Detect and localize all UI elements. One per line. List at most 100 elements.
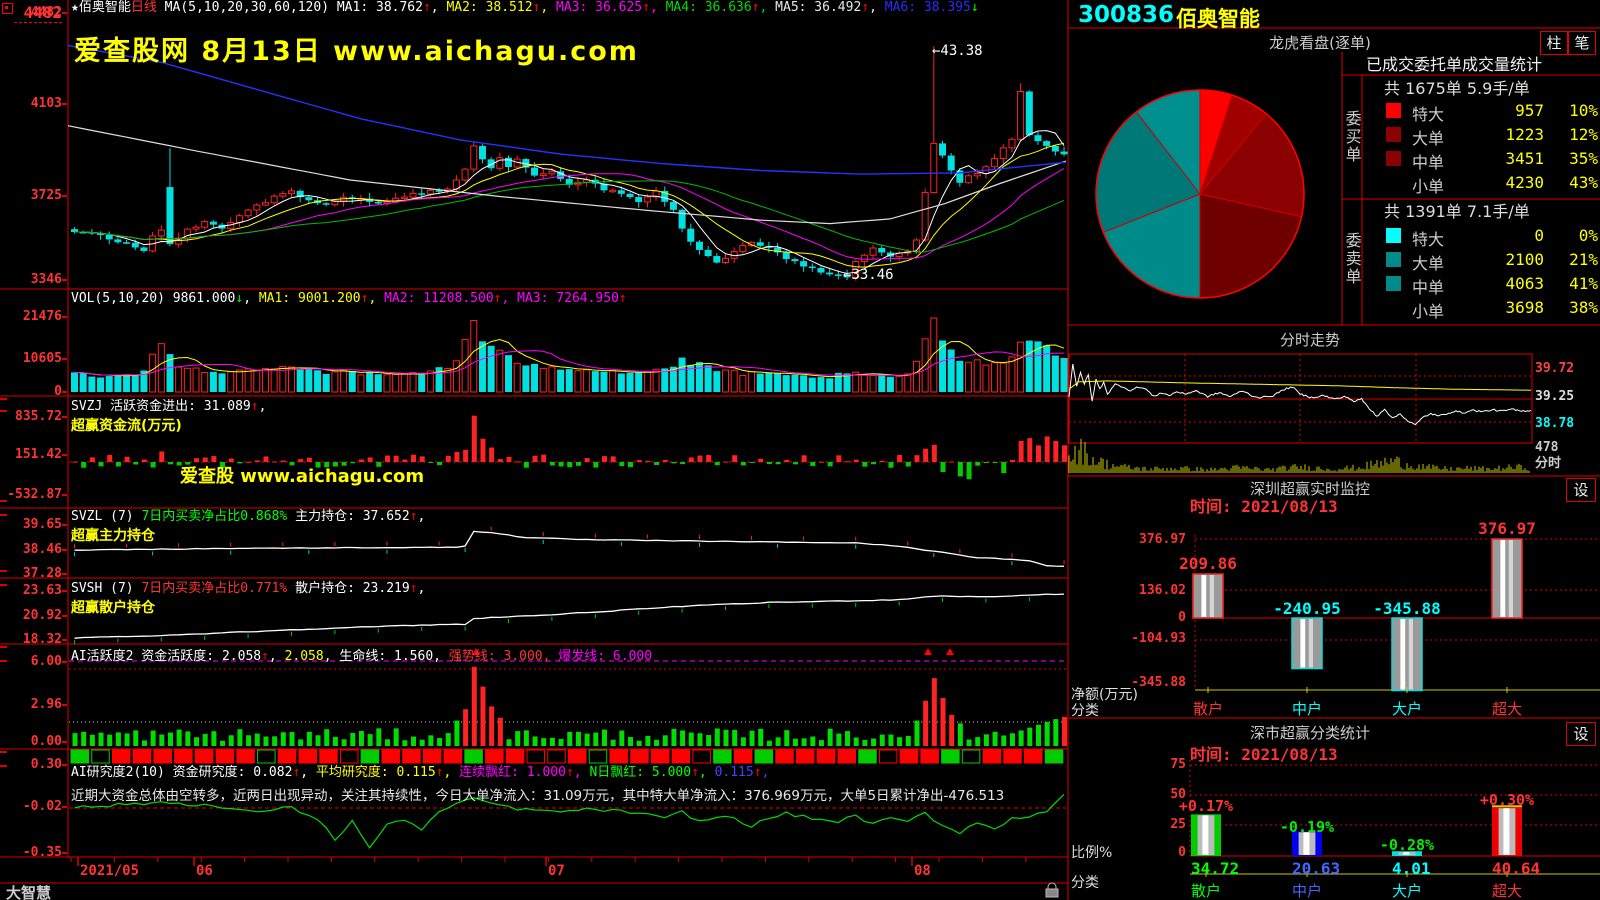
order-size-swatch-icon [1386, 103, 1401, 118]
order-count: 4063 [1505, 274, 1544, 293]
monitor-bar-value: -240.95 [1273, 599, 1341, 618]
column-view-button[interactable]: 柱 [1540, 31, 1568, 55]
ai-activity-header: AI活跃度2 资金活跃度: 2.058↑, 2.058, 生命线: 1.560,… [71, 649, 652, 665]
monitor-axis-label: -345.88 [1131, 675, 1186, 690]
monitor-axis-label: 0 [1178, 610, 1186, 625]
header-segment: ↑ [753, 765, 762, 780]
header-segment: , [540, 0, 557, 15]
monitor-time-label: 时间: 2021/08/13 [1190, 497, 1338, 516]
header-segment: ↓ [235, 291, 244, 306]
svsh-header: SVSH (7) 7日内买卖净占比0.771% 散户持仓: 23.219↑, [71, 581, 426, 597]
axis-label: 2.96 [30, 697, 62, 712]
order-pct: 41% [1569, 274, 1598, 293]
annotation-low: ←33.46 [843, 267, 894, 283]
order-size-label: 特大 [1412, 230, 1445, 249]
order-pct: 10% [1569, 101, 1598, 120]
header-segment: MA(5,10,20,30,60,120) [156, 0, 337, 15]
header-segment: ↑ [435, 765, 444, 780]
lock-icon [1047, 882, 1057, 889]
monitor-title: 深圳超赢实时监控 [1249, 480, 1370, 498]
header-segment: MA6: 38.395 [884, 0, 971, 15]
timeline-month-label: 08 [914, 863, 931, 879]
corner-marker-icon [2, 3, 13, 14]
header-segment: 7日内买卖净占比0.771% [141, 581, 296, 596]
header-segment: ↑ [493, 291, 502, 306]
header-segment: AI活跃度2 资金活跃度: 2.058 [71, 649, 262, 664]
svzl-header: SVZL (7) 7日内买卖净占比0.868% 主力持仓: 37.652↑, [71, 509, 425, 525]
header-segment: , [243, 291, 259, 306]
header-segment: 7日内买卖净占比0.868% [141, 509, 296, 524]
main-chart-header: ★佰奥智能日线 MA(5,10,20,30,60,120) MA1: 38.76… [71, 0, 979, 16]
order-pct: 35% [1569, 149, 1598, 168]
order-count: 3698 [1505, 298, 1544, 317]
stats-title: 深市超赢分类统计 [1249, 724, 1370, 742]
order-size-swatch-icon [1386, 151, 1401, 166]
header-segment: , [300, 765, 316, 780]
header-segment: 连续飘红: 1.000 [459, 765, 566, 780]
header-segment: , 生命线: 1.560, [323, 649, 449, 664]
monitor-axis-label: 136.02 [1139, 583, 1186, 598]
order-pct: 12% [1569, 125, 1598, 144]
svzl-indicator-title: 超赢主力持仓 [71, 528, 155, 544]
header-segment: MA2: 38.512 [446, 0, 533, 15]
monitor-axis-label: 376.97 [1139, 532, 1186, 547]
pen-view-button[interactable]: 笔 [1568, 31, 1596, 55]
order-size-label: 大单 [1412, 129, 1445, 148]
intraday-axis-label: 478 [1535, 440, 1559, 455]
header-segment: ↑ [691, 765, 699, 780]
svzj-header: SVZJ 活跃资金进出: 31.089↑, [71, 399, 266, 415]
stock-code: 300836 [1078, 2, 1175, 28]
stats-delta-label: +0.17% [1178, 797, 1234, 815]
buy-total: 共 1675单 5.9手/单 [1384, 79, 1530, 98]
ai-research-header: AI研究度2(10) 资金研究度: 0.082↑, 平均研究度: 0.115↑,… [71, 765, 769, 781]
header-segment: 平均研究度: 0.115 [315, 765, 436, 780]
order-pct: 38% [1569, 298, 1598, 317]
stats-axis-label: 0 [1178, 845, 1186, 860]
axis-label: 3725 [30, 188, 62, 203]
monitor-category-label: 大户 [1391, 700, 1422, 718]
stats-category-label: 超大 [1491, 882, 1522, 900]
header-segment: 2.058 [284, 649, 324, 664]
axis-label: 23.63 [22, 583, 62, 598]
ai-research-summary: 近期大资金总体由空转多，近两日出现异动，关注其持续性，今日大单净流入：31.09… [71, 788, 1005, 804]
watermark-svzj: 爱查股 www.aichagu.com [180, 466, 425, 487]
header-segment: ↓ [970, 0, 979, 15]
intraday-axis-label: 38.78 [1535, 416, 1575, 431]
order-size-swatch-icon [1386, 127, 1401, 142]
header-segment: MA3: 7264.950 [517, 291, 619, 306]
buy-side-label: 委买单 [1342, 110, 1362, 164]
stats-bar-value: 40.64 [1492, 859, 1541, 878]
order-count: 0 [1534, 226, 1544, 245]
axis-label: 0.30 [30, 757, 62, 772]
tiger-panel-title: 龙虎看盘(逐单) [1269, 34, 1371, 52]
axis-label: 37.28 [22, 566, 62, 581]
header-segment: , [443, 765, 460, 780]
header-segment: , [430, 0, 447, 15]
header-segment: ↑ [360, 291, 369, 306]
stats-bar-value: 20.63 [1292, 859, 1341, 878]
intraday-axis-label: 39.72 [1535, 361, 1575, 376]
order-pct: 0% [1578, 226, 1598, 245]
order-pct: 43% [1569, 173, 1598, 192]
stats-class-label: 分类 [1071, 875, 1099, 891]
monitor-bar-value: 209.86 [1179, 554, 1237, 573]
order-count: 957 [1515, 101, 1544, 120]
header-segment: , [649, 0, 666, 15]
header-segment: SVZL (7) [71, 509, 142, 524]
stats-axis-label: 25 [1170, 817, 1186, 832]
order-count: 1223 [1505, 125, 1544, 144]
monitor-settings-button[interactable]: 设 [1566, 478, 1596, 502]
stats-settings-button[interactable]: 设 [1566, 722, 1596, 746]
header-segment: ↑ [618, 291, 627, 306]
header-segment: 散户持仓: 23.219 [295, 581, 410, 596]
axis-label: 0.00 [30, 734, 62, 749]
header-segment: , [698, 765, 715, 780]
header-segment: , [573, 765, 590, 780]
header-segment: ↑ [565, 765, 574, 780]
stats-bar-value: 34.72 [1191, 859, 1240, 878]
header-segment: , [417, 581, 426, 596]
header-segment: ↑ [409, 581, 418, 596]
stats-category-label: 散户 [1190, 882, 1221, 900]
header-segment: SVSH (7) [71, 581, 142, 596]
order-count: 4230 [1505, 173, 1544, 192]
